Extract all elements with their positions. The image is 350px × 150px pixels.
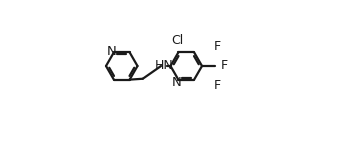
Text: N: N xyxy=(172,76,181,89)
Text: F: F xyxy=(214,79,221,92)
Text: F: F xyxy=(221,60,228,72)
Text: Cl: Cl xyxy=(171,34,183,47)
Text: F: F xyxy=(214,40,221,53)
Text: HN: HN xyxy=(154,59,173,72)
Text: N: N xyxy=(106,45,116,58)
